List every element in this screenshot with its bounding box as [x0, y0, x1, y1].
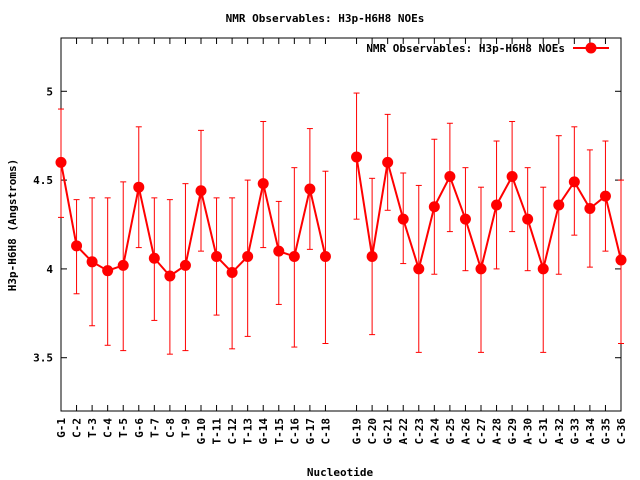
x-tick-label: T-3	[86, 418, 99, 438]
x-tick-label: G-6	[133, 418, 146, 438]
x-tick-label: C-4	[102, 418, 115, 438]
data-point	[319, 250, 331, 262]
data-point	[397, 213, 409, 225]
data-point	[71, 240, 83, 252]
data-point	[428, 201, 440, 213]
x-tick-label: G-10	[195, 418, 208, 445]
x-tick-label: C-23	[413, 418, 426, 445]
x-tick-label: C-12	[226, 418, 239, 445]
x-tick-label: T-15	[273, 418, 286, 445]
data-point	[351, 151, 363, 163]
x-tick-label: G-19	[351, 418, 364, 445]
data-point	[304, 183, 316, 195]
data-point	[459, 213, 471, 225]
data-point	[102, 265, 114, 277]
x-tick-label: T-5	[117, 418, 130, 438]
x-axis-label: Nucleotide	[307, 466, 374, 479]
data-point	[55, 156, 67, 168]
data-point	[86, 256, 98, 268]
x-tick-label: G-35	[599, 418, 612, 445]
data-point	[444, 171, 456, 183]
x-tick-label: G-17	[304, 418, 317, 445]
series-line	[355, 156, 622, 270]
y-tick-label: 3.5	[33, 352, 53, 365]
x-tick-label: A-28	[491, 418, 504, 445]
y-tick-label: 5	[46, 85, 53, 98]
data-point	[226, 266, 238, 278]
data-point	[568, 176, 580, 188]
x-tick-label: G-21	[382, 418, 395, 445]
x-tick-label: A-32	[553, 418, 566, 445]
y-axis-label: H3p-H6H8 (Angstroms)	[6, 159, 19, 291]
data-point	[537, 263, 549, 275]
x-tick-label: C-18	[319, 418, 332, 445]
x-tick-label: T-11	[211, 418, 224, 445]
x-tick-label: C-20	[366, 418, 379, 445]
x-tick-label: T-13	[242, 418, 255, 445]
x-tick-label: G-25	[444, 418, 457, 445]
x-tick-label: G-33	[568, 418, 581, 445]
data-point	[288, 250, 300, 262]
x-tick-label: G-14	[257, 418, 270, 445]
x-tick-label: A-30	[522, 418, 535, 445]
data-point	[273, 245, 285, 257]
data-point	[522, 213, 534, 225]
data-point	[211, 250, 223, 262]
x-tick-label: A-24	[428, 418, 441, 445]
legend-marker	[585, 42, 597, 54]
plot-frame	[60, 37, 622, 412]
data-point	[553, 199, 565, 211]
x-tick-label: A-26	[459, 418, 472, 445]
data-point	[179, 259, 191, 271]
x-tick-label: A-34	[584, 418, 597, 445]
data-point	[382, 156, 394, 168]
data-point	[584, 203, 596, 215]
data-point	[366, 250, 378, 262]
data-point	[133, 181, 145, 193]
x-tick-label: C-27	[475, 418, 488, 445]
x-tick-label: C-16	[288, 418, 301, 445]
legend-label: NMR Observables: H3p-H6H8 NOEs	[366, 42, 565, 55]
legend: NMR Observables: H3p-H6H8 NOEs	[366, 42, 609, 55]
x-tick-label: T-9	[179, 418, 192, 438]
data-point	[164, 270, 176, 282]
data-point	[195, 185, 207, 197]
y-tick-label: 4	[46, 263, 53, 276]
y-axis: 3.5 4 4.5 5	[33, 85, 621, 365]
x-tick-label: A-22	[397, 418, 410, 445]
series-layer	[55, 92, 627, 355]
data-point	[475, 263, 487, 275]
data-point	[148, 252, 160, 264]
data-point	[242, 250, 254, 262]
y-tick-label: 4.5	[33, 174, 53, 187]
x-tick-label: C-31	[537, 418, 550, 445]
x-tick-label: G-1	[55, 418, 68, 438]
data-point	[506, 171, 518, 183]
x-tick-label: C-2	[71, 418, 84, 438]
data-point	[599, 190, 611, 202]
x-axis: G-1 C-2 T-3 C-4 T-5 G-6 T-7 C-8 T-9 G-10 T-11 C-12 T…	[55, 38, 628, 445]
series-line	[60, 162, 327, 278]
data-point	[413, 263, 425, 275]
data-point	[615, 254, 627, 266]
data-point	[257, 178, 269, 190]
x-tick-label: T-7	[148, 418, 161, 438]
data-point	[491, 199, 503, 211]
x-tick-label: C-8	[164, 418, 177, 438]
data-point	[117, 259, 129, 271]
chart-title: NMR Observables: H3p-H6H8 NOEs	[226, 12, 425, 25]
x-tick-label: C-36	[615, 418, 628, 445]
x-tick-label: G-29	[506, 418, 519, 445]
